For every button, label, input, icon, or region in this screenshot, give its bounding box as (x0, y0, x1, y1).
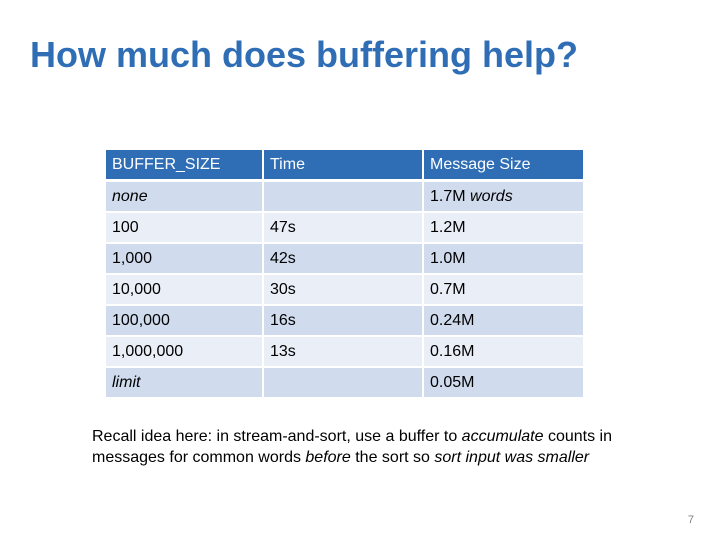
buffer-size-table: BUFFER_SIZE Time Message Size none 1.7M … (104, 148, 585, 399)
message-size-unit: words (465, 187, 513, 205)
cell-message-size: 0.7M (422, 273, 585, 306)
table-row: 100 47s 1.2M (104, 211, 585, 244)
cell-message-size: 0.24M (422, 304, 585, 337)
note-text: counts in messages for common words (92, 428, 612, 466)
cell-time: 13s (262, 335, 424, 368)
cell-buffer-size: 100,000 (104, 304, 264, 337)
table-row: 100,000 16s 0.24M (104, 304, 585, 337)
cell-buffer-size: limit (104, 366, 264, 399)
cell-buffer-size: 1,000 (104, 242, 264, 275)
table-row: 10,000 30s 0.7M (104, 273, 585, 306)
cell-buffer-size: 1,000,000 (104, 335, 264, 368)
cell-time (262, 366, 424, 399)
table-header-row: BUFFER_SIZE Time Message Size (104, 148, 585, 182)
cell-time: 30s (262, 273, 424, 306)
cell-message-size: 1.7M words (422, 179, 585, 213)
table-row: 1,000,000 13s 0.16M (104, 335, 585, 368)
header-time: Time (262, 148, 424, 182)
note-emphasis: sort input was smaller (434, 449, 590, 466)
table-row: none 1.7M words (104, 179, 585, 213)
cell-time (262, 179, 424, 213)
recall-note: Recall idea here: in stream-and-sort, us… (92, 426, 652, 468)
cell-message-size: 1.0M (422, 242, 585, 275)
table-row: limit 0.05M (104, 366, 585, 399)
page-number: 7 (687, 514, 694, 526)
note-text: Recall idea here: in stream-and-sort, us… (92, 428, 462, 445)
header-buffer-size: BUFFER_SIZE (104, 148, 264, 182)
cell-message-size: 0.05M (422, 366, 585, 399)
header-message-size: Message Size (422, 148, 585, 182)
cell-buffer-size: 100 (104, 211, 264, 244)
cell-time: 42s (262, 242, 424, 275)
slide-title: How much does buffering help? (30, 34, 578, 75)
note-emphasis: accumulate (461, 428, 544, 445)
cell-message-size: 0.16M (422, 335, 585, 368)
table-row: 1,000 42s 1.0M (104, 242, 585, 275)
cell-time: 16s (262, 304, 424, 337)
note-emphasis: before (305, 449, 351, 466)
cell-buffer-size: none (104, 179, 264, 213)
cell-buffer-size: 10,000 (104, 273, 264, 306)
cell-message-size: 1.2M (422, 211, 585, 244)
note-text: the sort so (350, 449, 435, 466)
cell-time: 47s (262, 211, 424, 244)
message-size-value: 1.7M (430, 187, 466, 205)
